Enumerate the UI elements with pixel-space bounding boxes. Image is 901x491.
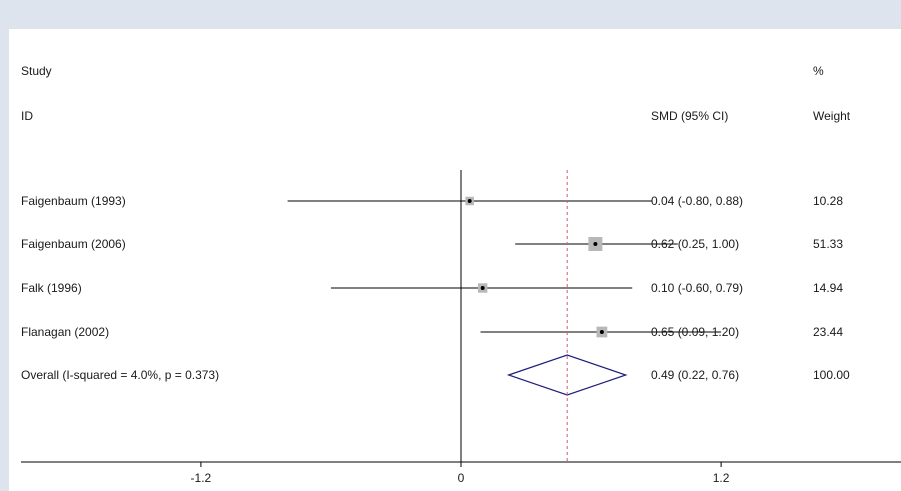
overall-ci-text: 0.49 (0.22, 0.76) [651,368,739,382]
point-estimate [599,330,604,334]
study-label: Flanagan (2002) [21,325,109,339]
x-tick-label: -1.2 [191,471,212,485]
x-tick-label: 0 [458,471,465,485]
study-label: Falk (1996) [21,281,82,295]
weight-text: 23.44 [813,325,843,339]
weight-header: Weight [813,109,851,123]
x-tick-label: 1.2 [713,471,730,485]
effect-header: SMD (95% CI) [651,109,728,123]
overall-label: Overall (I-squared = 4.0%, p = 0.373) [21,368,219,382]
ci-text: 0.65 (0.09, 1.20) [651,325,739,339]
forest-plot-svg: Study ID SMD (95% CI) % Weight Faigenbau… [21,64,901,485]
id-header: ID [21,109,33,123]
weight-pct-header: % [813,64,824,78]
ci-text: 0.10 (-0.60, 0.79) [651,281,743,295]
weight-text: 10.28 [813,194,843,208]
weight-text: 14.94 [813,281,843,295]
point-estimate [480,286,485,290]
overall-weight-text: 100.00 [813,368,850,382]
study-label: Faigenbaum (2006) [21,237,126,251]
study-label: Faigenbaum (1993) [21,194,126,208]
study-header: Study [21,64,52,78]
ci-text: 0.04 (-0.80, 0.88) [651,194,743,208]
point-estimate [467,199,472,203]
weight-text: 51.33 [813,237,843,251]
forest-plot: Study ID SMD (95% CI) % Weight Faigenbau… [9,29,901,491]
ci-text: 0.62 (0.25, 1.00) [651,237,739,251]
overall-diamond [506,354,628,396]
point-estimate [593,242,598,246]
